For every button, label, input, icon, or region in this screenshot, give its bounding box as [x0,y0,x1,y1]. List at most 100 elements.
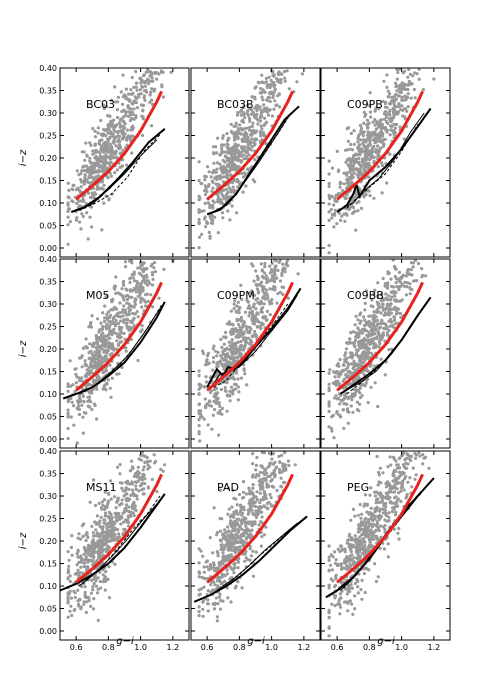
scatter-point [144,70,148,74]
scatter-point [78,379,82,383]
scatter-point [106,378,110,382]
scatter-point [265,106,269,110]
model-line [343,112,425,208]
scatter-point [358,313,362,317]
scatter-point [412,87,416,92]
scatter-point [104,522,108,526]
scatter-point [362,168,366,172]
scatter-point [197,409,201,413]
scatter-point [327,184,331,189]
scatter-point [150,477,154,481]
scatter-point [264,142,268,146]
model-line [83,304,163,393]
scatter-point [202,417,206,421]
scatter-point [91,149,95,153]
scatter-point [432,77,436,81]
scatter-point [106,146,110,150]
scatter-point [264,80,269,84]
scatter-point [88,553,92,557]
scatter-point [70,187,74,191]
scatter-point [358,386,362,390]
scatter-point [261,306,265,310]
scatter-point [216,195,221,199]
scatter-point [86,548,90,552]
scatter-point [239,283,243,287]
scatter-point [250,309,255,313]
scatter-point [105,327,109,331]
x-tick-label: 1.0 [134,643,147,652]
scatter-point [112,327,116,331]
scatter-point [237,311,241,315]
scatter-point [238,306,242,310]
scatter-point [134,69,138,74]
scatter-point [242,127,246,131]
scatter-point [424,274,428,278]
scatter-point [71,183,75,187]
scatter-point [392,289,396,293]
scatter-point [327,210,331,214]
scatter-point [92,378,96,382]
scatter-point [116,115,120,120]
scatter-point [232,178,236,182]
panel-c09bb: C09BB [320,258,451,449]
scatter-point [366,150,370,154]
scatter-point [207,403,211,407]
scatter-point [127,312,131,316]
scatter-point [274,259,278,263]
scatter-point [220,412,224,416]
y-tick-label: 0.10 [39,199,57,208]
scatter-point [404,274,408,278]
scatter-point [139,300,143,304]
scatter-point [293,463,297,467]
scatter-point [362,130,366,134]
scatter-point [115,536,119,540]
scatter-point [89,369,93,373]
scatter-point [227,158,231,162]
scatter-point [109,395,113,399]
scatter-point [138,284,142,289]
scatter-point [68,359,72,363]
scatter-point [110,333,114,337]
scatter-point [106,501,110,505]
scatter-point [362,323,366,328]
scatter-point [230,157,234,161]
scatter-point [84,538,88,543]
scatter-point [376,165,380,169]
scatter-point [78,598,82,602]
scatter-point [242,337,247,341]
scatter-point [125,128,130,132]
scatter-point [197,160,201,164]
scatter-point [97,551,102,555]
scatter-point [370,298,374,302]
scatter-point [265,482,269,486]
scatter-point [69,545,73,550]
scatter-point [348,355,352,359]
scatter-point [84,337,88,341]
scatter-point [126,518,130,522]
scatter-point [134,487,138,491]
scatter-point [402,137,407,141]
scatter-point [215,619,219,623]
scatter-point [241,495,246,500]
scatter-point [68,589,72,593]
scatter-point [100,144,104,148]
scatter-point [206,589,210,593]
scatter-point [335,222,339,226]
scatter-point [96,576,100,580]
scatter-point [223,354,228,358]
scatter-point [236,135,240,139]
scatter-point [408,282,412,286]
scatter-point [243,372,247,376]
scatter-point [366,356,370,360]
scatter-point [395,285,399,289]
scatter-point [253,106,257,110]
scatter-point [237,492,242,497]
scatter-point [121,73,125,77]
scatter-point [400,283,404,287]
scatter-point [246,147,250,151]
scatter-point [254,468,258,472]
scatter-point [94,542,98,546]
scatter-point [150,262,154,266]
scatter-point [234,124,238,128]
scatter-point [216,200,220,204]
